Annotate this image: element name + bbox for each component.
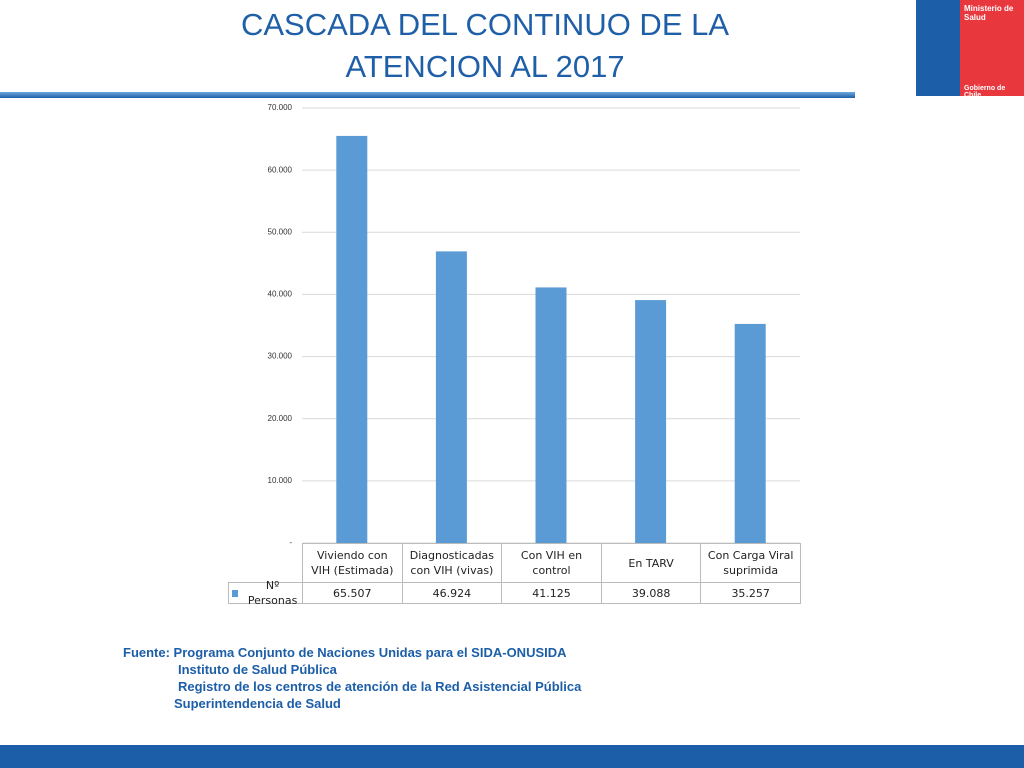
value-label: 41.125 (501, 582, 602, 604)
y-tick-label: - (289, 538, 292, 547)
y-tick-label: 50.000 (268, 227, 293, 236)
header-line (0, 92, 855, 98)
legend-entry: Nº Personas (228, 579, 303, 607)
bar (336, 135, 368, 544)
footer-bar (0, 745, 1024, 768)
value-label: 46.924 (401, 582, 503, 604)
bar (435, 251, 467, 543)
logo-blue (916, 0, 960, 96)
legend-swatch (232, 589, 239, 597)
y-tick-label: 30.000 (268, 352, 293, 361)
value-label: 35.257 (700, 582, 801, 604)
x-category-label: Viviendo con VIH (Estimada) (302, 543, 403, 583)
x-category-label: Diagnosticadas con VIH (vivas) (401, 543, 503, 583)
source-line: Registro de los centros de atención de l… (178, 679, 582, 694)
slide-title: CASCADA DEL CONTINUO DE LA ATENCION AL 2… (240, 7, 730, 84)
y-tick-label: 60.000 (268, 165, 293, 174)
x-category-label: Con VIH en control (501, 543, 602, 583)
y-tick-label: 40.000 (268, 290, 293, 299)
x-category-label: En TARV (600, 543, 702, 583)
y-tick-label: 10.000 (268, 476, 293, 485)
y-tick-label: 70.000 (268, 103, 293, 112)
logo-government: Gobierno de Chile (964, 85, 1006, 99)
source-line: Superintendencia de Salud (174, 696, 341, 711)
bar (635, 300, 667, 543)
value-label: 39.088 (600, 582, 702, 604)
x-category-label: Con Carga Viral suprimida (700, 543, 801, 583)
source-line: Instituto de Salud Pública (178, 662, 337, 677)
source-line: Fuente: Programa Conjunto de Naciones Un… (123, 645, 567, 660)
logo-ministry: Ministerio de Salud (964, 4, 1014, 22)
value-label: 65.507 (302, 582, 403, 604)
y-tick-label: 20.000 (268, 414, 293, 423)
legend-label: Nº Personas (247, 579, 298, 607)
bar (535, 287, 567, 543)
logo-red (960, 0, 1024, 96)
bar (734, 323, 766, 543)
